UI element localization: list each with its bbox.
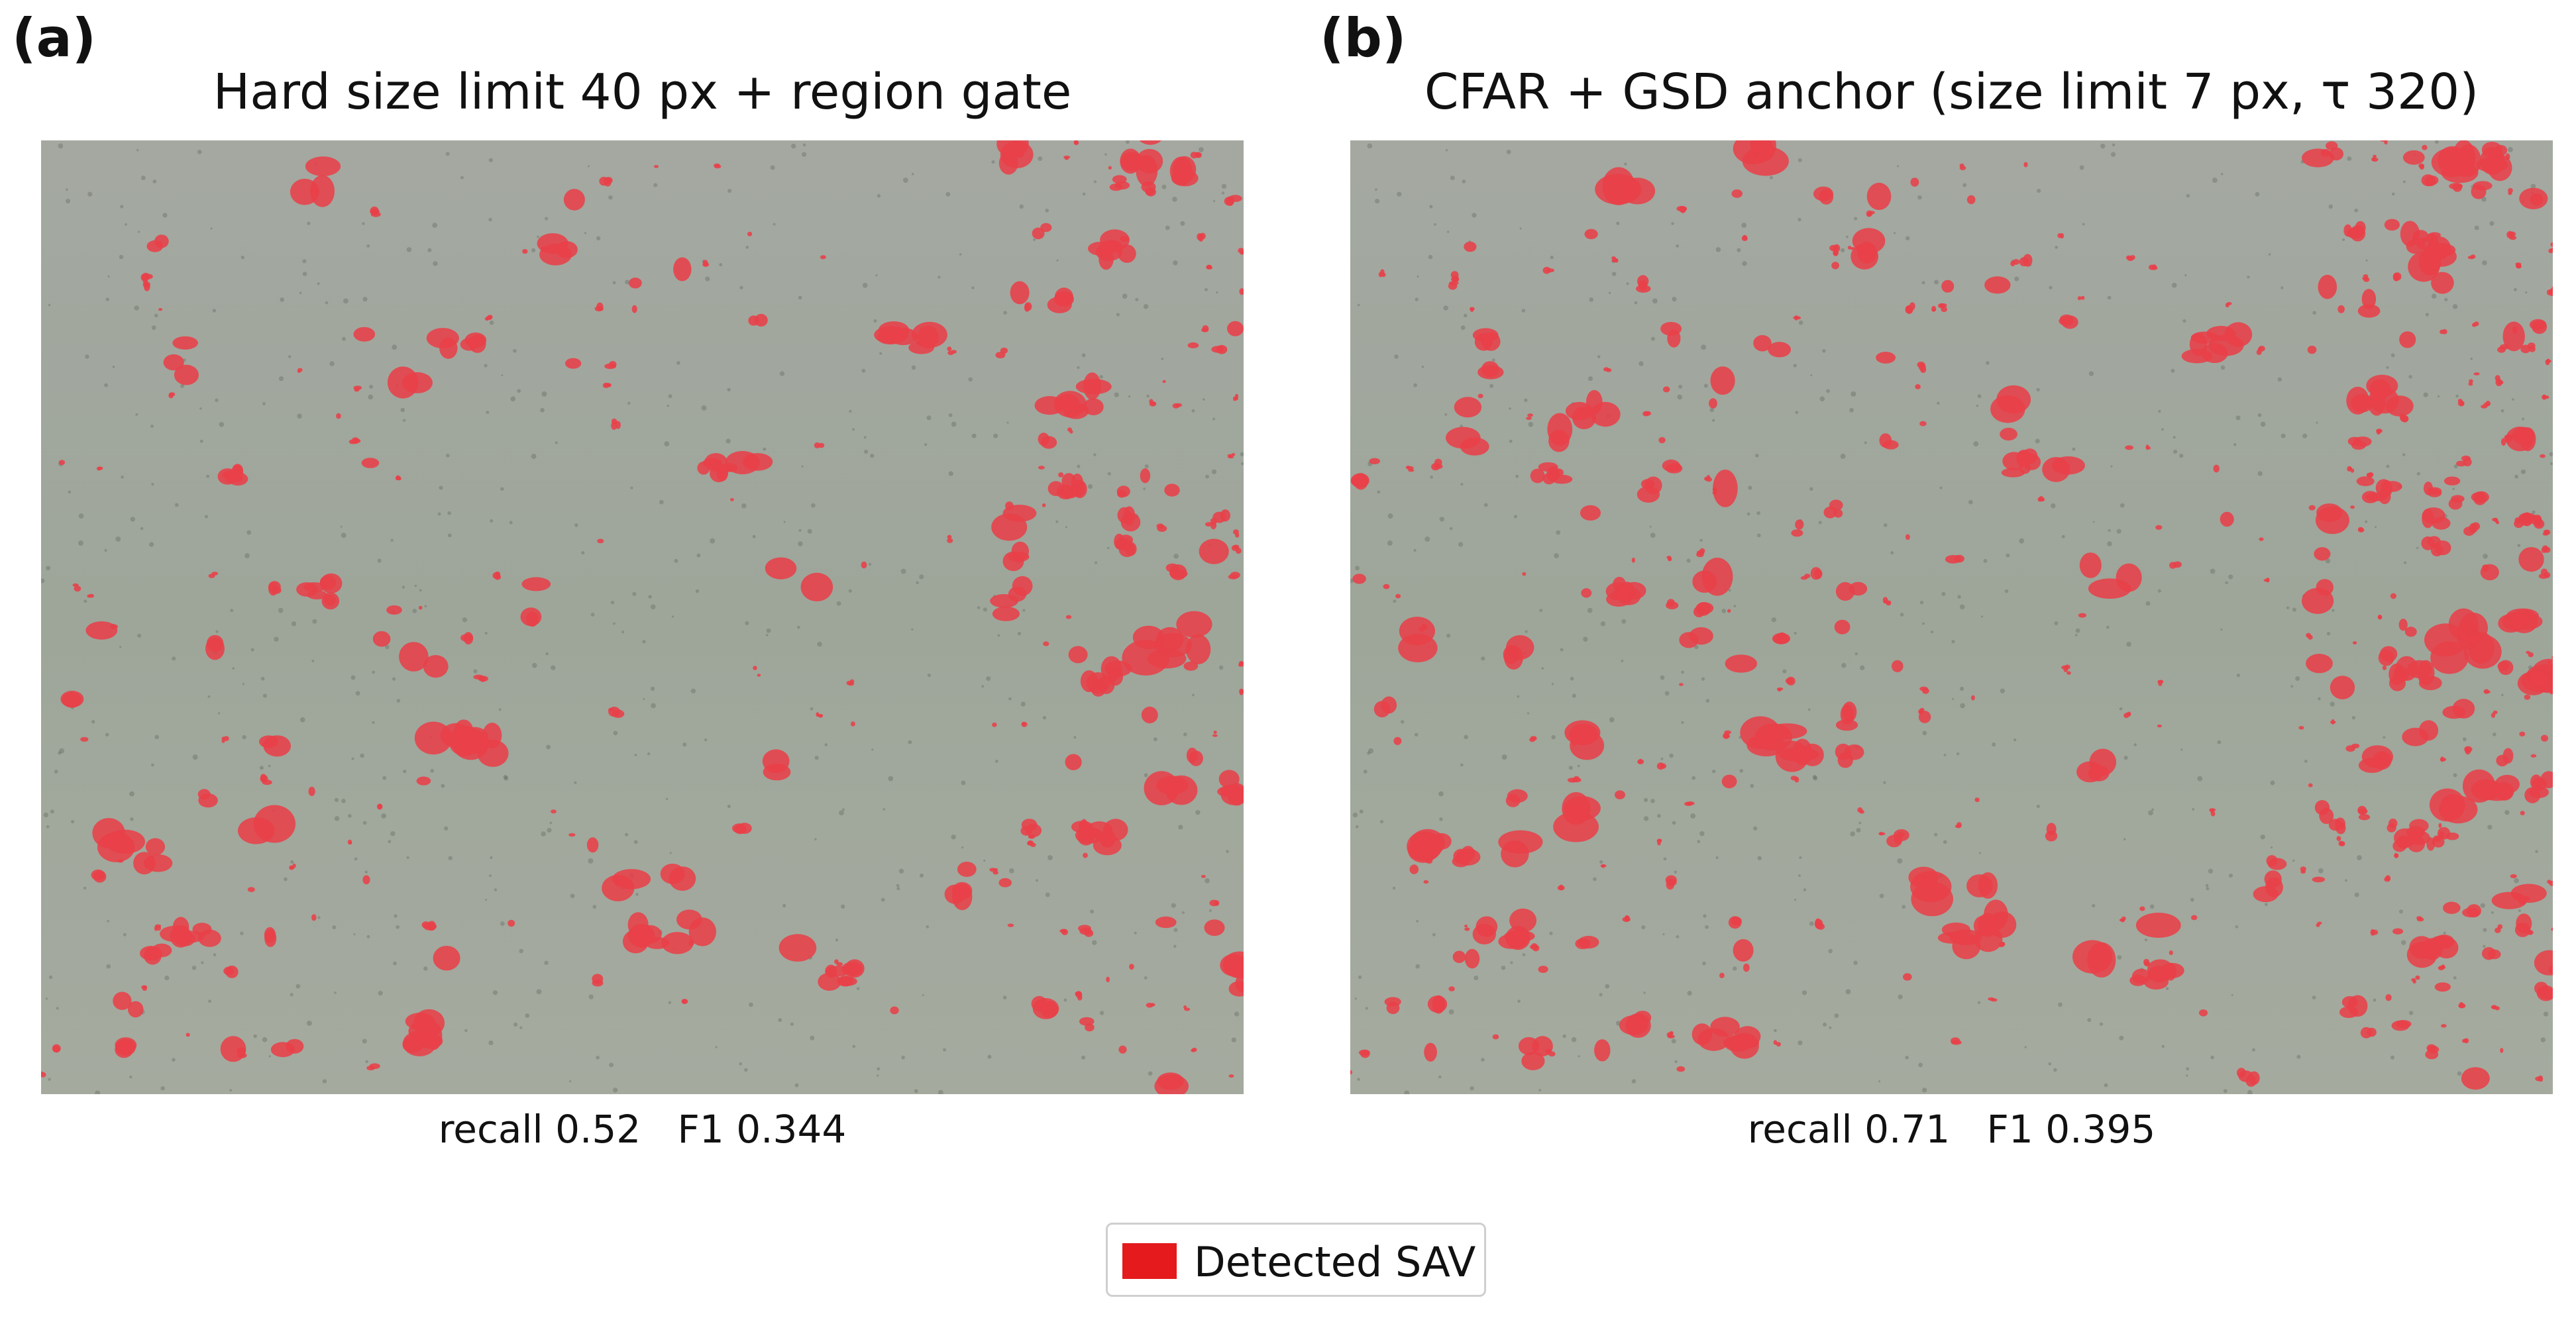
panel-b-detection-overlay (1350, 140, 2553, 1094)
panel-a-title: Hard size limit 40 px + region gate (213, 64, 1072, 121)
panel-b-aerial-image (1350, 140, 2553, 1094)
legend-label: Detected SAV (1194, 1238, 1476, 1286)
panel-b-metrics: recall 0.71 F1 0.395 (1747, 1107, 2156, 1152)
panel-a-metrics: recall 0.52 F1 0.344 (438, 1107, 847, 1152)
legend: Detected SAV (1106, 1223, 1486, 1297)
panel-b-title: CFAR + GSD anchor (size limit 7 px, τ 32… (1424, 64, 2479, 121)
panel-a-detection-overlay (41, 140, 1244, 1094)
vegetation-specks (41, 140, 1244, 1094)
detected-sav-blobs (41, 140, 1244, 1094)
panel-a-letter: (a) (12, 7, 97, 69)
legend-swatch-detected-sav (1122, 1243, 1177, 1279)
detected-sav-blobs (1350, 140, 2553, 1090)
panel-a-aerial-image (41, 140, 1244, 1094)
panel-b-letter: (b) (1320, 7, 1407, 69)
